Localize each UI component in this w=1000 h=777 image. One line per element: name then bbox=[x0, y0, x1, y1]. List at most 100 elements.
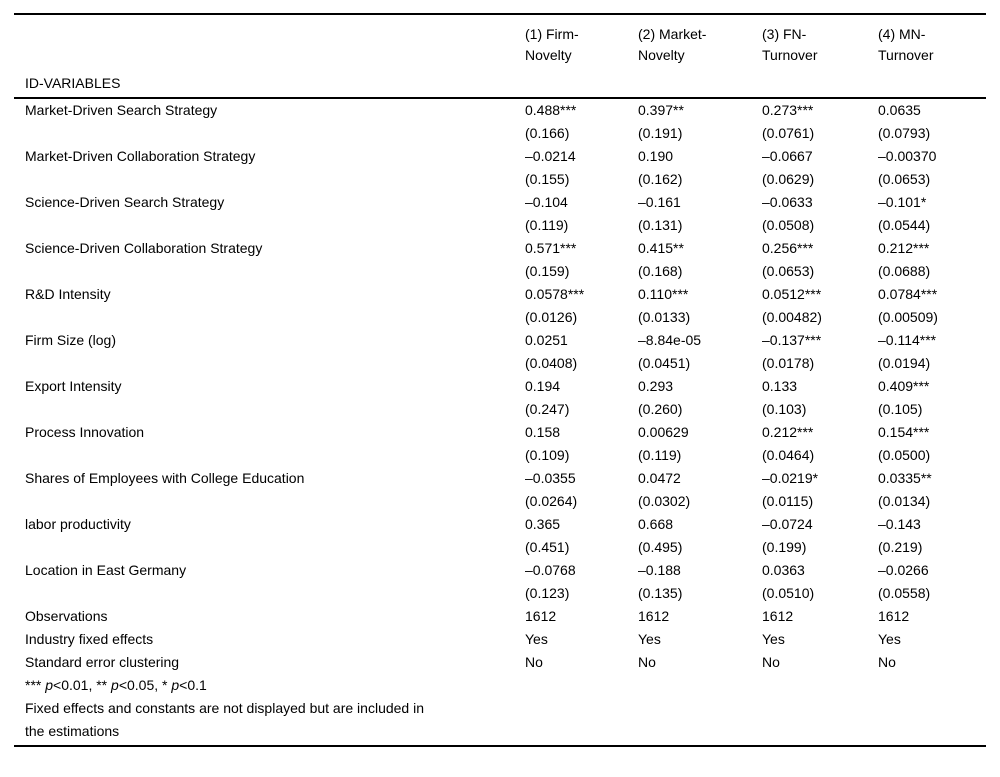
row-label-empty bbox=[0, 490, 525, 513]
se-cell: (0.00509) bbox=[878, 309, 938, 325]
column-header-4: (4) MN- Turnover bbox=[878, 26, 934, 63]
coef-cell: –8.84e-05 bbox=[638, 332, 702, 348]
coef-cell: 0.0635 bbox=[878, 102, 921, 118]
summary-cell: No bbox=[638, 654, 656, 670]
coef-cell: 0.0472 bbox=[638, 470, 681, 486]
se-cell: (0.0629) bbox=[762, 171, 815, 187]
summary-cell: 1612 bbox=[638, 608, 670, 624]
table-row-se: (0.119) (0.131) (0.0508) (0.0544) bbox=[0, 214, 1000, 237]
summary-row: Industry fixed effects Yes Yes Yes Yes bbox=[0, 628, 1000, 651]
coef-cell: 0.397** bbox=[638, 102, 684, 118]
row-label-empty bbox=[0, 260, 525, 283]
se-cell: (0.0194) bbox=[878, 355, 931, 371]
row-label-empty bbox=[0, 536, 525, 559]
se-cell: (0.0264) bbox=[525, 493, 578, 509]
se-cell: (0.0451) bbox=[638, 355, 691, 371]
table-row-se: (0.0264) (0.0302) (0.0115) (0.0134) bbox=[0, 490, 1000, 513]
se-cell: (0.0653) bbox=[762, 263, 815, 279]
table-row-coef: Firm Size (log) 0.0251 –8.84e-05 –0.137*** –… bbox=[0, 329, 1000, 352]
row-label: labor productivity bbox=[25, 516, 131, 532]
top-rule bbox=[14, 13, 986, 15]
se-cell: (0.135) bbox=[638, 585, 683, 601]
table-row-coef: labor productivity 0.365 0.668 –0.0724 –0.14… bbox=[0, 513, 1000, 536]
se-cell: (0.0464) bbox=[762, 447, 815, 463]
se-cell: (0.119) bbox=[525, 217, 569, 233]
summary-cell: Yes bbox=[525, 631, 548, 647]
summary-cell: 1612 bbox=[762, 608, 794, 624]
se-cell: (0.159) bbox=[525, 263, 570, 279]
row-label: Shares of Employees with College Educati… bbox=[25, 470, 305, 486]
row-label: Science-Driven Search Strategy bbox=[25, 194, 225, 210]
table-row-coef: Market-Driven Collaboration Strategy –0.0… bbox=[0, 145, 1000, 168]
se-cell: (0.155) bbox=[525, 171, 570, 187]
row-label: Market-Driven Collaboration Strategy bbox=[25, 148, 256, 164]
se-cell: (0.0653) bbox=[878, 171, 931, 187]
se-cell: (0.0133) bbox=[638, 309, 691, 325]
italic-p: p bbox=[111, 677, 119, 693]
coef-cell: 0.256*** bbox=[762, 240, 814, 256]
column-header-1: (1) Firm- Novelty bbox=[525, 26, 579, 63]
row-label-empty bbox=[0, 214, 525, 237]
table-row-se: (0.451) (0.495) (0.199) (0.219) bbox=[0, 536, 1000, 559]
table-row-se: (0.159) (0.168) (0.0653) (0.0688) bbox=[0, 260, 1000, 283]
coef-cell: 0.0512*** bbox=[762, 286, 822, 302]
se-cell: (0.0558) bbox=[878, 585, 931, 601]
row-label: Firm Size (log) bbox=[25, 332, 117, 348]
coef-cell: 0.0251 bbox=[525, 332, 568, 348]
bottom-rule bbox=[14, 745, 986, 747]
coef-cell: 0.273*** bbox=[762, 102, 814, 118]
row-label: Export Intensity bbox=[25, 378, 122, 394]
coef-cell: 0.194 bbox=[525, 378, 561, 394]
coef-cell: 0.212*** bbox=[878, 240, 930, 256]
row-label-empty bbox=[0, 582, 525, 605]
table-row-coef: Science-Driven Collaboration Strategy 0.5… bbox=[0, 237, 1000, 260]
coef-cell: –0.0266 bbox=[878, 562, 929, 578]
summary-cell: Yes bbox=[878, 631, 901, 647]
se-cell: (0.105) bbox=[878, 401, 923, 417]
coef-cell: –0.0724 bbox=[762, 516, 813, 532]
table-row-se: (0.166) (0.191) (0.0761) (0.0793) bbox=[0, 122, 1000, 145]
se-cell: (0.131) bbox=[638, 217, 683, 233]
se-cell: (0.0302) bbox=[638, 493, 691, 509]
header-corner-cell: ID-VARIABLES bbox=[0, 15, 525, 97]
table-row-coef: Market-Driven Search Strategy 0.488*** 0.3… bbox=[0, 99, 1000, 122]
column-header-3: (3) FN- Turnover bbox=[762, 26, 818, 63]
table-row-se: (0.123) (0.135) (0.0510) (0.0558) bbox=[0, 582, 1000, 605]
se-cell: (0.119) bbox=[638, 447, 682, 463]
se-cell: (0.0500) bbox=[878, 447, 931, 463]
coef-cell: –0.0768 bbox=[525, 562, 576, 578]
se-cell: (0.0134) bbox=[878, 493, 931, 509]
se-cell: (0.0544) bbox=[878, 217, 931, 233]
coef-cell: 0.409*** bbox=[878, 378, 930, 394]
summary-cell: 1612 bbox=[525, 608, 557, 624]
italic-p: p bbox=[45, 677, 54, 693]
se-cell: (0.0793) bbox=[878, 125, 931, 141]
se-cell: (0.0178) bbox=[762, 355, 815, 371]
regression-table: ID-VARIABLES (1) Firm- Novelty (2) Marke… bbox=[0, 13, 1000, 747]
coef-cell: 0.190 bbox=[638, 148, 674, 164]
table-row-se: (0.247) (0.260) (0.103) (0.105) bbox=[0, 398, 1000, 421]
coef-cell: 0.668 bbox=[638, 516, 674, 532]
coef-cell: –0.137*** bbox=[762, 332, 822, 348]
summary-label: Industry fixed effects bbox=[25, 631, 154, 647]
summary-cell: 1612 bbox=[878, 608, 910, 624]
coef-cell: –0.104 bbox=[525, 194, 568, 210]
row-label: Process Innovation bbox=[25, 424, 145, 440]
italic-p: p bbox=[171, 677, 180, 693]
coef-cell: 0.365 bbox=[525, 516, 561, 532]
coef-cell: 0.488*** bbox=[525, 102, 577, 118]
table-row-se: (0.0408) (0.0451) (0.0178) (0.0194) bbox=[0, 352, 1000, 375]
coef-cell: –0.161 bbox=[638, 194, 681, 210]
se-cell: (0.166) bbox=[525, 125, 570, 141]
coef-cell: 0.00629 bbox=[638, 424, 689, 440]
coef-cell: –0.0667 bbox=[762, 148, 813, 164]
summary-cell: No bbox=[762, 654, 780, 670]
significance-note: *** p<0.01, ** p<0.05, * p<0.1 bbox=[25, 677, 207, 693]
coef-cell: 0.0335** bbox=[878, 470, 932, 486]
coef-cell: 0.158 bbox=[525, 424, 561, 440]
coef-cell: 0.110*** bbox=[638, 286, 689, 302]
coef-cell: –0.114*** bbox=[878, 332, 937, 348]
table-row-coef: Shares of Employees with College Educati… bbox=[0, 467, 1000, 490]
se-cell: (0.00482) bbox=[762, 309, 822, 325]
coef-cell: –0.101* bbox=[878, 194, 927, 210]
